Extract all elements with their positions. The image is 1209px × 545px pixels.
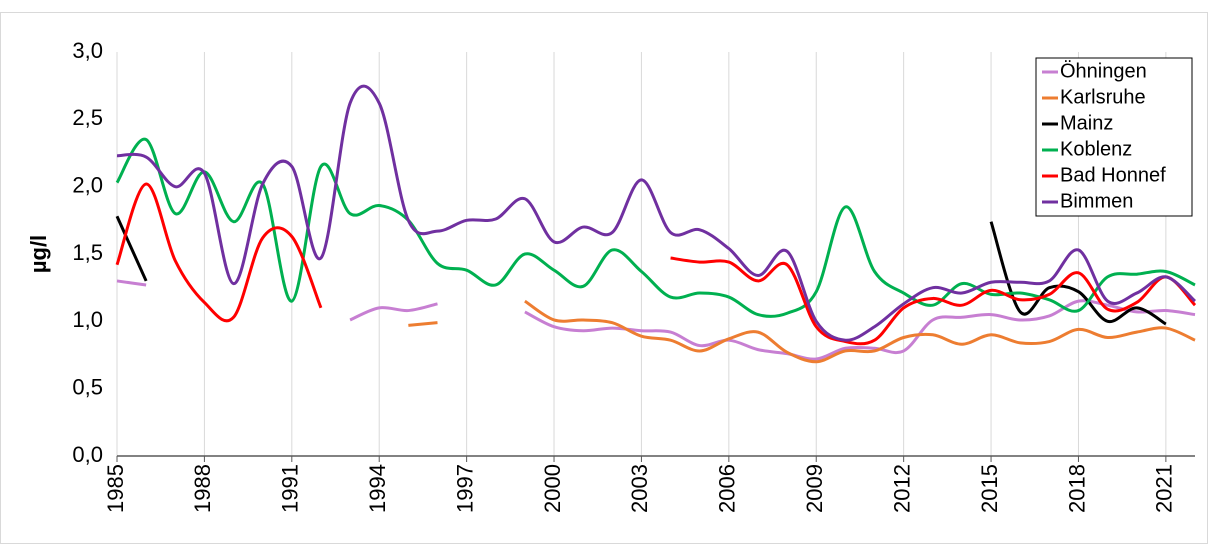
y-tick-label: 0,5 — [72, 374, 103, 399]
x-tick-label: 1997 — [452, 464, 477, 513]
x-tick-label: 1988 — [190, 464, 215, 513]
y-tick-label: 1,5 — [72, 240, 103, 265]
x-tick-label: 2012 — [889, 464, 914, 513]
x-tick-label: 2021 — [1152, 464, 1177, 513]
legend-label: Bad Honnef — [1060, 164, 1166, 186]
x-tick-label: 2015 — [977, 464, 1002, 513]
x-tick-label: 2018 — [1064, 464, 1089, 513]
x-tick-label: 1985 — [103, 464, 128, 513]
y-tick-label: 0,0 — [72, 442, 103, 467]
legend-label: Bimmen — [1060, 190, 1133, 212]
legend-label: Mainz — [1060, 112, 1113, 134]
legend-label: Öhningen — [1060, 60, 1147, 82]
series-line — [116, 279, 1196, 361]
x-tick-label: 2003 — [627, 464, 652, 513]
chart-frame — [0, 12, 1208, 544]
legend-label: Karlsruhe — [1060, 86, 1146, 108]
x-tick-label: 2000 — [540, 464, 565, 513]
x-tick-label: 1991 — [278, 464, 303, 513]
y-axis-label: µg/l — [26, 235, 51, 273]
y-tick-label: 3,0 — [72, 38, 103, 63]
legend: Öhningen Karlsruhe Mainz Koblenz Bad Honnef B… — [1035, 57, 1193, 217]
y-tick-label: 2,0 — [72, 172, 103, 197]
series-line — [115, 215, 1167, 326]
y-tick-label: 2,5 — [72, 105, 103, 130]
x-tick-label: 2009 — [802, 464, 827, 513]
legend-box — [1035, 57, 1193, 217]
legend-label: Koblenz — [1060, 138, 1132, 160]
x-tick-label: 1994 — [365, 464, 390, 513]
series-line — [116, 84, 1197, 342]
series-line — [115, 182, 1197, 346]
y-tick-label: 1,0 — [72, 307, 103, 332]
series-line — [408, 299, 1196, 364]
x-tick-label: 2006 — [715, 464, 740, 513]
